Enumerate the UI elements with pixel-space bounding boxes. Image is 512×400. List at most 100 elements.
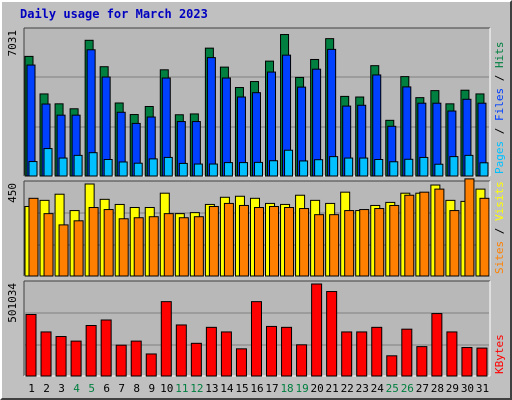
- x-tick-label-day-7: 7: [118, 382, 125, 395]
- legend-text-1-2: Visits: [493, 181, 506, 221]
- bar-sites-day-24: [374, 208, 385, 277]
- x-tick-label-day-11: 11: [175, 382, 188, 395]
- bar-kbytes-day-28: [431, 313, 443, 377]
- bar-kbytes-day-14: [220, 331, 232, 377]
- bar-sites-day-29: [449, 210, 460, 277]
- bar-pages-day-11: [178, 162, 188, 177]
- legend-text-1-0: Sites: [493, 241, 506, 274]
- x-tick-label-day-23: 23: [356, 382, 369, 395]
- bar-pages-day-1: [28, 161, 38, 177]
- x-tick-label-day-21: 21: [326, 382, 339, 395]
- bar-kbytes-day-2: [40, 331, 52, 377]
- bar-kbytes-day-17: [266, 325, 278, 377]
- chart-title: Daily usage for March 2023: [20, 7, 208, 21]
- bar-kbytes-day-26: [401, 328, 413, 377]
- bar-kbytes-day-5: [85, 325, 97, 377]
- bar-kbytes-day-30: [461, 347, 473, 377]
- x-tick-label-day-9: 9: [148, 382, 155, 395]
- bar-kbytes-day-8: [130, 340, 142, 377]
- right-legend-1: Sites / Visits: [493, 181, 506, 274]
- y-max-label-0: 7031: [6, 30, 19, 57]
- bar-kbytes-day-31: [476, 347, 488, 377]
- bar-pages-day-14: [223, 162, 233, 177]
- bar-kbytes-day-18: [281, 326, 293, 377]
- bar-sites-day-16: [253, 207, 264, 277]
- bar-pages-day-17: [269, 160, 279, 177]
- bar-pages-day-27: [419, 156, 429, 177]
- bar-kbytes-day-7: [115, 344, 127, 377]
- bar-kbytes-day-11: [175, 324, 187, 377]
- x-tick-label-day-29: 29: [446, 382, 459, 395]
- bar-pages-day-31: [479, 162, 489, 177]
- bar-kbytes-day-1: [25, 313, 37, 377]
- bar-pages-day-2: [43, 148, 53, 177]
- bar-files-day-13: [206, 57, 216, 177]
- bar-sites-day-6: [103, 209, 114, 277]
- legend-text-0-3: /: [493, 68, 506, 88]
- bar-pages-day-19: [299, 160, 309, 177]
- legend-text-0-1: /: [493, 121, 506, 141]
- bar-kbytes-day-27: [416, 346, 428, 377]
- bar-pages-day-5: [88, 152, 98, 177]
- bar-pages-day-23: [359, 157, 369, 177]
- bar-pages-day-3: [58, 157, 68, 177]
- x-tick-label-day-2: 2: [43, 382, 50, 395]
- bar-sites-day-27: [419, 191, 430, 277]
- bar-kbytes-day-19: [296, 344, 308, 377]
- bar-sites-day-18: [284, 207, 295, 277]
- y-max-label-2: 501034: [6, 283, 19, 323]
- bar-sites-day-9: [148, 216, 159, 277]
- bar-kbytes-day-6: [100, 319, 112, 377]
- bar-pages-day-16: [253, 161, 263, 177]
- x-tick-label-day-25: 25: [386, 382, 399, 395]
- bar-kbytes-day-13: [205, 326, 217, 377]
- x-tick-label-day-16: 16: [250, 382, 263, 395]
- x-tick-label-day-18: 18: [280, 382, 293, 395]
- bar-sites-day-12: [193, 216, 204, 277]
- bar-pages-day-30: [464, 154, 474, 177]
- bar-pages-day-10: [163, 156, 173, 177]
- x-tick-label-day-14: 14: [220, 382, 234, 395]
- bar-pages-day-22: [344, 157, 354, 177]
- x-tick-label-day-20: 20: [311, 382, 324, 395]
- x-tick-label-day-26: 26: [401, 382, 414, 395]
- bar-kbytes-day-10: [160, 301, 172, 377]
- bar-sites-day-22: [344, 210, 355, 277]
- bar-pages-day-4: [73, 154, 83, 177]
- x-tick-label-day-12: 12: [190, 382, 203, 395]
- bar-sites-day-4: [73, 220, 84, 277]
- bar-pages-day-12: [193, 163, 203, 177]
- x-tick-label-day-4: 4: [73, 382, 80, 395]
- bar-sites-day-17: [269, 205, 280, 277]
- bar-pages-day-25: [389, 161, 399, 177]
- bar-pages-day-13: [208, 163, 218, 177]
- bar-sites-day-8: [133, 217, 144, 277]
- bar-sites-day-21: [329, 214, 340, 277]
- bar-files-day-1: [26, 64, 36, 177]
- bar-sites-day-15: [238, 204, 249, 277]
- y-max-label-1: 450: [6, 183, 19, 203]
- x-tick-label-day-22: 22: [341, 382, 354, 395]
- legend-text-1-1: /: [493, 221, 506, 241]
- bar-pages-day-6: [103, 159, 113, 177]
- bar-sites-day-28: [434, 188, 445, 277]
- x-tick-label-day-30: 30: [461, 382, 474, 395]
- bar-kbytes-day-15: [235, 348, 247, 377]
- bar-kbytes-day-21: [326, 291, 338, 377]
- x-tick-label-day-5: 5: [88, 382, 95, 395]
- right-legend-0: Pages / Files / Hits: [493, 42, 506, 175]
- bar-pages-day-15: [238, 162, 248, 177]
- x-tick-label-day-15: 15: [235, 382, 248, 395]
- bar-sites-day-13: [208, 205, 219, 277]
- x-tick-label-day-28: 28: [431, 382, 444, 395]
- bar-sites-day-1: [28, 197, 39, 277]
- x-tick-label-day-24: 24: [371, 382, 385, 395]
- bar-sites-day-2: [43, 213, 54, 277]
- bar-kbytes-day-22: [341, 331, 353, 377]
- x-tick-label-day-3: 3: [58, 382, 65, 395]
- bar-files-day-14: [221, 77, 231, 177]
- bar-sites-day-20: [314, 214, 325, 277]
- bar-kbytes-day-23: [356, 331, 368, 377]
- x-tick-label-day-6: 6: [103, 382, 110, 395]
